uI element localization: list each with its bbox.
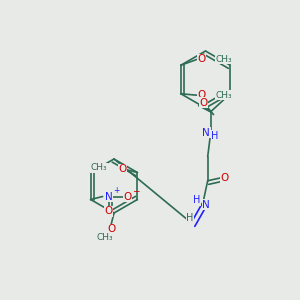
Text: O: O: [104, 206, 113, 217]
Text: +: +: [113, 186, 119, 195]
Text: H: H: [194, 195, 201, 205]
Text: H: H: [186, 213, 194, 223]
Text: O: O: [198, 54, 206, 64]
Text: CH₃: CH₃: [215, 55, 232, 64]
Text: −: −: [132, 186, 140, 195]
Text: O: O: [198, 90, 206, 100]
Text: O: O: [221, 173, 229, 183]
Text: O: O: [107, 224, 115, 235]
Text: CH₃: CH₃: [91, 164, 107, 172]
Text: H: H: [212, 131, 219, 141]
Text: N: N: [202, 128, 210, 138]
Text: O: O: [123, 191, 132, 202]
Text: O: O: [199, 98, 207, 108]
Text: CH₃: CH₃: [215, 91, 232, 100]
Text: O: O: [118, 164, 127, 175]
Text: CH₃: CH₃: [97, 233, 113, 242]
Text: N: N: [202, 200, 210, 210]
Text: N: N: [105, 191, 112, 202]
